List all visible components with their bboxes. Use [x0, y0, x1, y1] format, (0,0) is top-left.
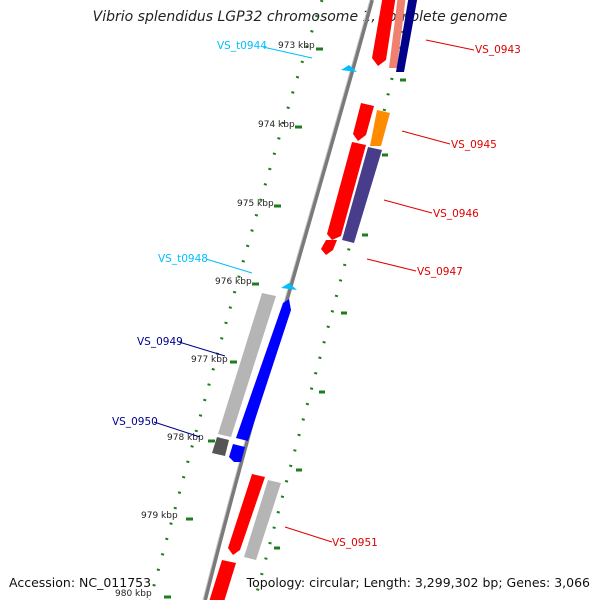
scale-label-973: 973 kbp: [278, 41, 315, 51]
label-leaders: [153, 39, 475, 543]
scale-ticks: [164, 47, 406, 599]
gene-label-vs-t0944[interactable]: VS_t0944: [217, 40, 267, 52]
gene-feature-red-0945[interactable]: [353, 103, 374, 141]
gene-feature-slate-0946[interactable]: [342, 147, 382, 243]
gene-feature-darkgray-0950[interactable]: [212, 437, 229, 456]
gene-feature-gray-0951[interactable]: [244, 480, 281, 560]
scale-label-977: 977 kbp: [191, 355, 228, 365]
gene-label-vs-0945[interactable]: VS_0945: [451, 139, 497, 151]
gene-label-vs-0947[interactable]: VS_0947: [417, 266, 463, 278]
gene-feature-red-0946[interactable]: [327, 142, 366, 240]
trna-feature-t0948[interactable]: [281, 283, 297, 290]
backbone-arc: [203, 0, 374, 600]
outer-scale-track: [253, 0, 412, 600]
gene-feature-blue-0950[interactable]: [229, 444, 245, 462]
accession-text: Accession: NC_011753: [9, 575, 152, 590]
inner-scale-track: [148, 0, 324, 600]
scale-label-979: 979 kbp: [141, 511, 178, 521]
scale-label-974: 974 kbp: [258, 120, 295, 130]
trna-feature-t0944[interactable]: [341, 65, 357, 72]
gene-label-vs-t0948[interactable]: VS_t0948: [158, 253, 208, 265]
gene-label-vs-0950[interactable]: VS_0950: [112, 416, 158, 428]
gene-features: [208, 0, 418, 600]
gene-label-vs-0946[interactable]: VS_0946: [433, 208, 479, 220]
gene-label-vs-0951[interactable]: VS_0951: [332, 537, 378, 549]
scale-label-975: 975 kbp: [237, 199, 274, 209]
gene-feature-orange-0945[interactable]: [370, 110, 390, 146]
gene-feature-salmon-top[interactable]: [389, 0, 406, 68]
gene-feature-red-bottom[interactable]: [208, 560, 236, 600]
topology-text: Topology: circular; Length: 3,299,302 bp…: [246, 575, 590, 590]
gene-feature-navy-top[interactable]: [396, 0, 418, 72]
gene-label-vs-0949[interactable]: VS_0949: [137, 336, 183, 348]
scale-label-980: 980 kbp: [115, 589, 152, 599]
gene-feature-red-top[interactable]: [372, 0, 396, 66]
gene-feature-blue-0949[interactable]: [236, 299, 291, 441]
gene-feature-red-0947[interactable]: [321, 240, 337, 255]
scale-label-978: 978 kbp: [167, 433, 204, 443]
gene-feature-red-0951[interactable]: [228, 474, 265, 555]
gene-feature-gray-0949[interactable]: [218, 293, 276, 437]
scale-label-976: 976 kbp: [215, 277, 252, 287]
backbone-highlight: [202, 0, 371, 600]
gene-label-vs-0943[interactable]: VS_0943: [475, 44, 521, 56]
